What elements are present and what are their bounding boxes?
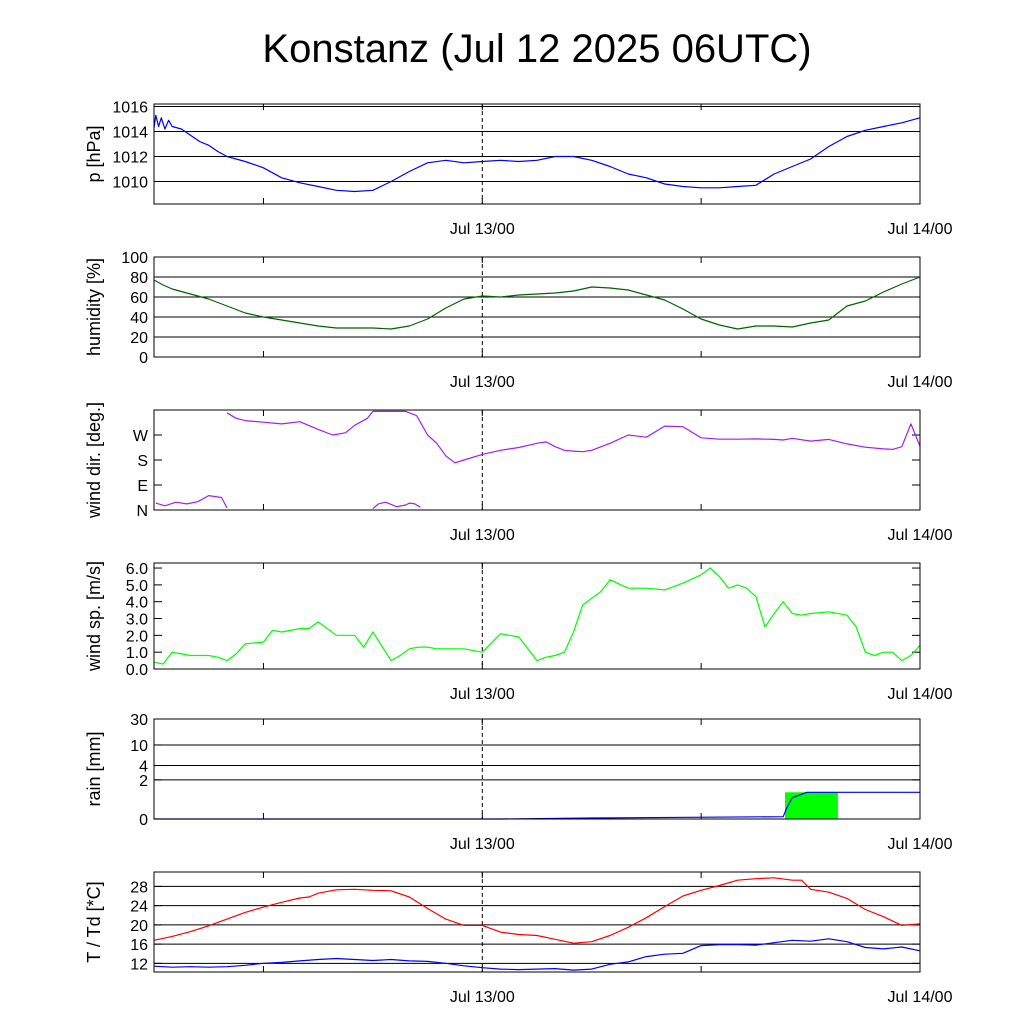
y-axis-label: humidity [%] bbox=[84, 258, 104, 356]
y-tick-label: 3.0 bbox=[126, 612, 148, 629]
y-tick-label: 4 bbox=[139, 759, 148, 776]
x-tick-label: Jul 13/00 bbox=[450, 221, 515, 238]
humidity-line bbox=[153, 276, 921, 330]
y-axis-label: T / Td [*C] bbox=[84, 881, 104, 962]
rain-bar bbox=[785, 792, 838, 819]
chart-title: Konstanz (Jul 12 2025 06UTC) bbox=[262, 27, 811, 71]
y-tick-label: 28 bbox=[130, 879, 148, 896]
y-tick-label: 4.0 bbox=[126, 595, 148, 612]
panel-frame bbox=[153, 103, 921, 205]
y-axis-label: wind dir. [deg.] bbox=[84, 402, 104, 519]
x-tick-label: Jul 13/00 bbox=[450, 686, 515, 703]
panel-pressure: 1010 1012 1014 1016 p [hPa] Jul 13/00 Jul 14/0… bbox=[84, 100, 953, 239]
temperature-line bbox=[153, 877, 921, 944]
y-tick-label: 80 bbox=[130, 270, 148, 287]
y-tick-label: 100 bbox=[121, 250, 148, 267]
y-tick-label: 1014 bbox=[112, 125, 148, 142]
panel-rain: 0 24 10 30 rain [mm] Jul 13/00 Jul 14/00 bbox=[84, 712, 953, 853]
x-tick-label: Jul 13/00 bbox=[450, 836, 515, 853]
panel-wind-speed: 0.01.02.03.04.05.06.0 wind sp. [m/s] Jul 1… bbox=[84, 561, 953, 703]
y-tick-label: N bbox=[136, 503, 148, 520]
x-tick-label: Jul 13/00 bbox=[450, 374, 515, 391]
y-tick-label: 0 bbox=[139, 350, 148, 367]
y-tick-label: W bbox=[133, 428, 149, 445]
wind-direction-line bbox=[416, 415, 921, 464]
wind-direction-line bbox=[155, 495, 228, 509]
temperature-line bbox=[153, 938, 921, 971]
y-tick-label: E bbox=[137, 478, 148, 495]
y-tick-label: 10 bbox=[130, 738, 148, 755]
y-tick-label: 24 bbox=[130, 899, 148, 916]
y-tick-label: 16 bbox=[130, 937, 148, 954]
x-tick-label: Jul 14/00 bbox=[888, 527, 953, 544]
x-tick-label: Jul 13/00 bbox=[450, 989, 515, 1006]
y-tick-label: 5.0 bbox=[126, 578, 148, 595]
y-tick-label: 60 bbox=[130, 290, 148, 307]
wind-direction-line bbox=[226, 410, 417, 436]
pressure-line bbox=[153, 114, 921, 193]
y-tick-label: 1016 bbox=[112, 100, 148, 117]
y-tick-label: 1010 bbox=[112, 175, 148, 192]
y-tick-label: 1.0 bbox=[126, 645, 148, 662]
panel-frame bbox=[153, 256, 921, 358]
panel-temperature: 12 16 20 24 28 T / Td [*C] Jul 13/00 Jul 14/00 bbox=[84, 871, 953, 1006]
y-tick-label: 0.0 bbox=[126, 662, 148, 679]
y-tick-label: 40 bbox=[130, 310, 148, 327]
y-tick-label: 2 bbox=[139, 773, 148, 790]
x-tick-label: Jul 14/00 bbox=[888, 836, 953, 853]
x-tick-label: Jul 13/00 bbox=[450, 527, 515, 544]
panel-frame bbox=[153, 409, 921, 511]
y-tick-label: 2.0 bbox=[126, 628, 148, 645]
y-tick-label: 6.0 bbox=[126, 561, 148, 578]
y-tick-label: 1012 bbox=[112, 150, 148, 167]
y-axis-label: rain [mm] bbox=[84, 731, 104, 806]
y-axis-label: wind sp. [m/s] bbox=[84, 561, 104, 672]
x-tick-label: Jul 14/00 bbox=[888, 374, 953, 391]
y-tick-label: 20 bbox=[130, 330, 148, 347]
panel-frame bbox=[153, 871, 921, 973]
y-tick-label: 12 bbox=[130, 956, 148, 973]
x-tick-label: Jul 14/00 bbox=[888, 221, 953, 238]
wind-speed-line bbox=[153, 567, 921, 665]
y-tick-label: 0 bbox=[139, 812, 148, 829]
panel-frame bbox=[153, 562, 921, 670]
y-tick-label: 30 bbox=[130, 712, 148, 729]
panel-frame bbox=[153, 718, 921, 820]
x-tick-label: Jul 14/00 bbox=[888, 686, 953, 703]
x-tick-label: Jul 14/00 bbox=[888, 989, 953, 1006]
y-tick-label: S bbox=[137, 453, 148, 470]
panel-humidity: 0 20 40 60 80 100 humidity [%] Jul 13/00 Jul 14/… bbox=[84, 250, 953, 391]
wind-direction-line bbox=[372, 501, 421, 510]
y-axis-label: p [hPa] bbox=[84, 125, 104, 182]
y-tick-label: 20 bbox=[130, 918, 148, 935]
